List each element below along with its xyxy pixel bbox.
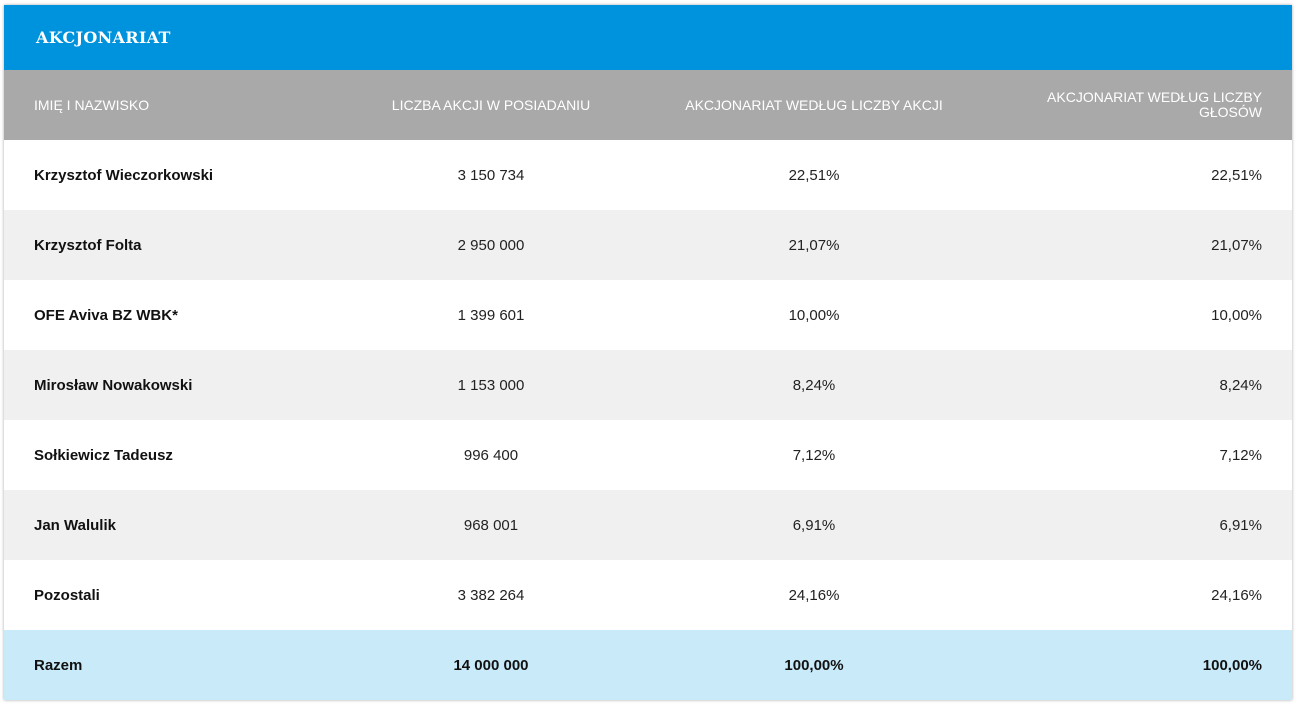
shareholder-name: Sołkiewicz Tadeusz bbox=[34, 446, 173, 464]
table-row: Pozostali 3 382 264 24,16% 24,16% bbox=[4, 560, 1292, 630]
total-pct-votes: 100,00% bbox=[1202, 656, 1262, 674]
shares-count: 1 399 601 bbox=[457, 306, 525, 324]
shareholder-name: Krzysztof Folta bbox=[34, 236, 142, 254]
pct-votes: 21,07% bbox=[1211, 236, 1262, 254]
shares-count: 3 150 734 bbox=[457, 166, 525, 184]
pct-shares: 6,91% bbox=[792, 516, 836, 534]
table-header: IMIĘ I NAZWISKO LICZBA AKCJI W POSIADANI… bbox=[4, 70, 1292, 140]
shareholders-table: IMIĘ I NAZWISKO LICZBA AKCJI W POSIADANI… bbox=[4, 70, 1292, 700]
shares-count: 3 382 264 bbox=[457, 586, 525, 604]
total-row: Razem 14 000 000 100,00% 100,00% bbox=[4, 630, 1292, 700]
shareholder-name: Pozostali bbox=[34, 586, 100, 604]
shareholders-panel: AKCJONARIAT IMIĘ I NAZWISKO LICZBA AKCJI… bbox=[4, 5, 1292, 700]
total-shares: 14 000 000 bbox=[453, 656, 529, 674]
total-pct-shares: 100,00% bbox=[784, 656, 844, 674]
pct-votes: 24,16% bbox=[1211, 586, 1262, 604]
table-row: Mirosław Nowakowski 1 153 000 8,24% 8,24… bbox=[4, 350, 1292, 420]
pct-shares: 8,24% bbox=[792, 376, 836, 394]
table-body: Krzysztof Wieczorkowski 3 150 734 22,51%… bbox=[4, 140, 1292, 700]
pct-votes: 6,91% bbox=[1219, 516, 1262, 534]
column-header-name: IMIĘ I NAZWISKO bbox=[34, 96, 150, 113]
pct-votes: 22,51% bbox=[1211, 166, 1262, 184]
pct-shares: 22,51% bbox=[788, 166, 840, 184]
column-header-pct-shares: AKCJONARIAT WEDŁUG LICZBY AKCJI bbox=[685, 96, 943, 113]
shares-count: 996 400 bbox=[463, 446, 519, 464]
panel-header: AKCJONARIAT bbox=[4, 5, 1292, 70]
pct-votes: 10,00% bbox=[1211, 306, 1262, 324]
shareholder-name: Jan Walulik bbox=[34, 516, 116, 534]
shares-count: 968 001 bbox=[463, 516, 519, 534]
pct-votes: 8,24% bbox=[1219, 376, 1262, 394]
shares-count: 1 153 000 bbox=[457, 376, 525, 394]
column-header-pct-votes: AKCJONARIAT WEDŁUG LICZBY GŁOSÓW bbox=[1047, 89, 1262, 120]
pct-shares: 24,16% bbox=[788, 586, 840, 604]
pct-votes: 7,12% bbox=[1219, 446, 1262, 464]
pct-shares: 10,00% bbox=[788, 306, 840, 324]
table-row: Krzysztof Wieczorkowski 3 150 734 22,51%… bbox=[4, 140, 1292, 210]
pct-shares: 7,12% bbox=[792, 446, 836, 464]
shareholder-name: OFE Aviva BZ WBK* bbox=[34, 306, 178, 324]
shareholder-name: Krzysztof Wieczorkowski bbox=[34, 166, 214, 184]
pct-shares: 21,07% bbox=[788, 236, 840, 254]
table-header-row: IMIĘ I NAZWISKO LICZBA AKCJI W POSIADANI… bbox=[4, 70, 1292, 140]
shares-count: 2 950 000 bbox=[457, 236, 525, 254]
panel-title: AKCJONARIAT bbox=[36, 28, 171, 47]
table-row: Sołkiewicz Tadeusz 996 400 7,12% 7,12% bbox=[4, 420, 1292, 490]
table-row: Krzysztof Folta 2 950 000 21,07% 21,07% bbox=[4, 210, 1292, 280]
shareholder-name: Mirosław Nowakowski bbox=[34, 376, 193, 394]
total-label: Razem bbox=[34, 656, 83, 674]
table-row: Jan Walulik 968 001 6,91% 6,91% bbox=[4, 490, 1292, 560]
table-row: OFE Aviva BZ WBK* 1 399 601 10,00% 10,00… bbox=[4, 280, 1292, 350]
column-header-shares: LICZBA AKCJI W POSIADANIU bbox=[391, 96, 591, 113]
